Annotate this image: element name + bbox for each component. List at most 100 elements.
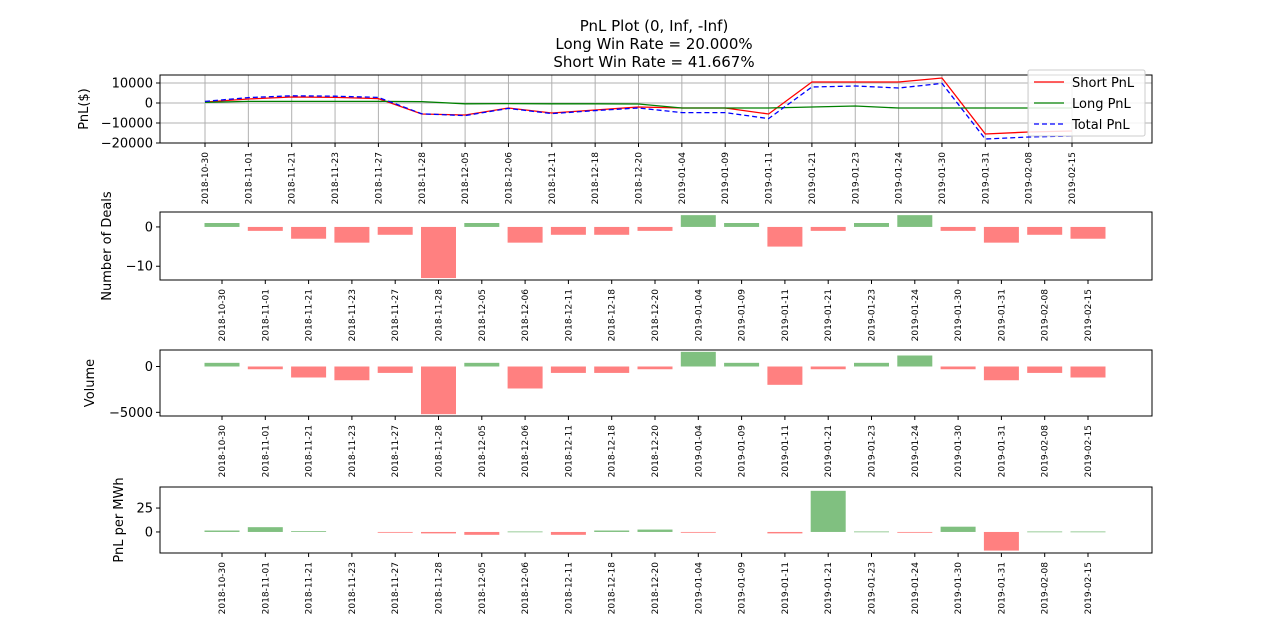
x-tick-label: 2018-12-20	[651, 289, 661, 342]
bar-2018-11-23	[334, 366, 370, 381]
bar-2018-12-11	[550, 366, 586, 373]
bar-2019-02-08	[1027, 226, 1063, 235]
x-tick-label: 2019-02-15	[1084, 289, 1094, 341]
panel-4: 0 25 2018-10-30 2018-11-01 2018-11-21 2018-11…	[112, 477, 1153, 615]
x-tick-label: 2019-01-23	[868, 289, 878, 341]
bar-2019-02-15	[1070, 531, 1106, 533]
bar-2019-01-04	[680, 531, 716, 533]
x-tick-label: 2018-12-18	[608, 562, 618, 615]
x-tick-label: 2019-02-15	[1084, 562, 1094, 614]
x-tick-label: 2019-01-23	[851, 152, 861, 204]
bar-2019-02-15	[1070, 226, 1106, 239]
x-tick-label: 2019-01-21	[824, 425, 834, 477]
x-tick-label: 2019-02-08	[1041, 425, 1051, 478]
bar-2019-01-21	[810, 490, 846, 532]
x-tick-label: 2018-10-30	[218, 289, 228, 342]
x-tick-label: 2019-02-08	[1041, 289, 1051, 342]
x-tick-label: 2018-12-05	[478, 289, 488, 341]
x-tick-label: 2018-12-06	[521, 289, 531, 342]
x-tick-label: 2018-11-23	[348, 289, 358, 341]
x-tick-label: 2019-01-30	[954, 425, 964, 478]
x-tick-label: 2018-12-11	[548, 152, 558, 204]
y-tick-label: 0	[145, 97, 153, 112]
x-tick-label: 2019-01-04	[678, 152, 688, 205]
legend-label: Long PnL	[1072, 97, 1131, 112]
x-tick-label: 2019-01-04	[694, 425, 704, 478]
x-tick-label: 2018-11-21	[305, 289, 315, 341]
bar-2018-12-18	[594, 226, 630, 235]
x-tick-label: 2019-01-23	[868, 562, 878, 614]
bar-2019-01-31	[983, 226, 1019, 243]
bar-2019-01-23	[854, 223, 889, 227]
x-tick-label: 2019-02-08	[1041, 562, 1051, 615]
y-tick-label: −10000	[101, 117, 153, 132]
x-tick-label: 2018-11-28	[435, 289, 445, 342]
y-tick-label: −10	[126, 260, 153, 275]
x-tick-label: 2018-11-28	[435, 425, 445, 478]
bar-2018-10-30	[204, 223, 240, 227]
x-tick-label: 2018-11-01	[261, 289, 271, 341]
x-tick-label: 2019-01-31	[981, 152, 991, 204]
x-tick-label: 2019-01-23	[868, 425, 878, 477]
y-axis-label: PnL per MWh	[112, 477, 127, 562]
bar-2019-01-30	[940, 366, 976, 370]
bar-2018-11-27	[377, 531, 413, 533]
x-tick-label: 2018-11-23	[331, 152, 341, 204]
bar-2019-01-30	[940, 526, 976, 532]
x-tick-label: 2018-11-01	[244, 152, 254, 204]
bar-2018-11-01	[247, 366, 283, 370]
axes-frame	[159, 211, 1153, 281]
bar-2018-11-21	[291, 226, 327, 239]
bar-2018-10-30	[204, 362, 240, 367]
x-tick-label: 2018-11-27	[391, 562, 401, 614]
x-tick-label: 2018-11-01	[261, 562, 271, 614]
x-tick-label: 2018-11-21	[305, 425, 315, 477]
y-tick-label: 0	[145, 525, 153, 540]
panel-2: −10 0 2018-10-30 2018-11-01 2018-11-21 2018-1…	[100, 191, 1153, 342]
bar-2018-12-05	[464, 531, 500, 535]
x-tick-label: 2018-10-30	[218, 562, 228, 615]
x-tick-label: 2018-12-05	[478, 425, 488, 477]
bar-2018-12-20	[637, 529, 673, 532]
bar-2018-12-18	[594, 366, 630, 373]
x-tick-label: 2019-01-11	[781, 562, 791, 614]
bar-2018-12-18	[594, 530, 630, 532]
bar-2019-02-08	[1027, 366, 1063, 373]
bar-2019-02-08	[1027, 531, 1063, 533]
x-tick-label: 2019-01-31	[997, 289, 1007, 341]
y-tick-label: −20000	[101, 137, 153, 152]
bar-2019-01-21	[810, 226, 846, 231]
legend-box	[1027, 69, 1146, 137]
x-tick-label: 2019-01-24	[911, 289, 921, 342]
bar-2018-12-11	[550, 531, 586, 535]
x-tick-label: 2018-11-27	[374, 152, 384, 204]
x-tick-label: 2018-10-30	[218, 425, 228, 478]
bar-2018-11-28	[421, 531, 456, 534]
y-tick-label: 10000	[112, 77, 153, 92]
x-tick-label: 2018-11-23	[348, 425, 358, 477]
bar-2019-01-24	[897, 531, 933, 533]
x-tick-label: 2019-01-09	[738, 289, 748, 342]
x-tick-label: 2018-12-11	[564, 562, 574, 614]
x-tick-label: 2018-12-18	[608, 289, 618, 342]
y-tick-label: 0	[145, 220, 153, 235]
bar-2019-01-04	[680, 351, 716, 367]
bar-2018-11-28	[421, 366, 456, 415]
x-tick-label: 2018-12-11	[564, 289, 574, 341]
bar-2018-11-27	[377, 366, 413, 373]
bar-2018-11-27	[377, 226, 413, 235]
bar-2019-01-11	[767, 226, 803, 247]
panel-1: −20000 −10000 0 10000 2018-10-30 2018-11-01 20…	[77, 69, 1153, 205]
figure-title-line-1: PnL Plot (0, Inf, -Inf)	[580, 17, 729, 35]
x-tick-label: 2019-01-11	[765, 152, 775, 204]
x-tick-label: 2018-12-18	[591, 152, 601, 205]
series-line-total-pnl	[204, 82, 1073, 140]
bar-2019-01-24	[897, 215, 933, 227]
x-tick-label: 2018-10-30	[201, 152, 211, 205]
bar-2019-01-09	[724, 362, 760, 367]
x-tick-label: 2018-12-06	[521, 562, 531, 615]
x-tick-label: 2018-12-06	[504, 152, 514, 205]
axes-frame	[159, 486, 1153, 554]
x-tick-label: 2019-02-15	[1068, 152, 1078, 204]
x-tick-label: 2018-12-11	[564, 425, 574, 477]
